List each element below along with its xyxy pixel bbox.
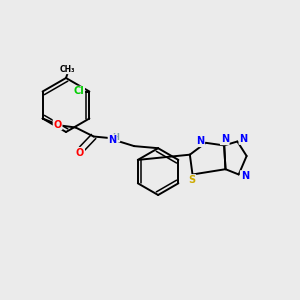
Text: S: S xyxy=(188,175,196,185)
Text: H: H xyxy=(113,133,120,142)
Text: N: N xyxy=(239,134,247,144)
Text: CH₃: CH₃ xyxy=(60,64,75,74)
Text: N: N xyxy=(196,136,204,146)
Text: O: O xyxy=(53,119,62,130)
Text: N: N xyxy=(241,171,249,181)
Text: N: N xyxy=(109,135,117,145)
Text: N: N xyxy=(221,134,229,144)
Text: Cl: Cl xyxy=(74,86,84,97)
Text: O: O xyxy=(76,148,84,158)
